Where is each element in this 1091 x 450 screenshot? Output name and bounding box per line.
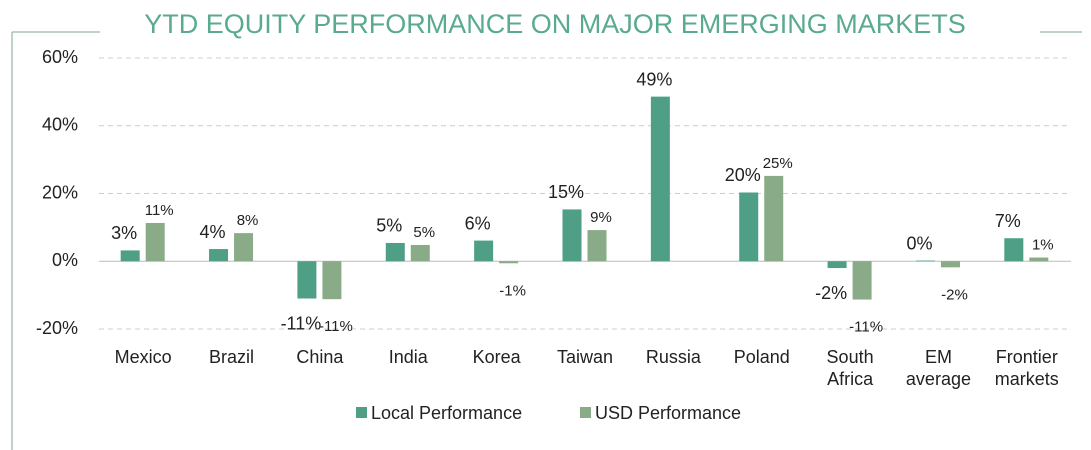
chart-title: YTD EQUITY PERFORMANCE ON MAJOR EMERGING… [144, 9, 966, 39]
bar [209, 249, 229, 262]
bar [499, 261, 519, 264]
bar [385, 242, 405, 262]
y-tick-label: 60% [42, 47, 78, 67]
data-label: 7% [995, 211, 1021, 231]
bar [474, 240, 494, 262]
data-label: 5% [376, 216, 402, 236]
data-label: -11% [319, 318, 353, 335]
legend-swatch [356, 407, 367, 418]
data-label: 20% [725, 165, 761, 185]
bar [297, 261, 317, 299]
data-label: -11% [281, 313, 322, 333]
bar [1029, 257, 1049, 262]
y-tick-label: -20% [36, 318, 78, 338]
data-label: 49% [636, 69, 672, 89]
data-label: 9% [590, 209, 612, 226]
bar [915, 260, 935, 262]
legend-swatch [580, 407, 591, 418]
bar [562, 209, 582, 262]
x-tick-label: Brazil [209, 347, 255, 367]
x-tick-label: EM average [905, 347, 971, 389]
data-label: 4% [200, 222, 226, 242]
x-tick-label: Frontier markets [994, 347, 1059, 389]
bar [410, 244, 430, 262]
legend-label: USD Performance [595, 403, 741, 423]
data-label: 1% [1032, 236, 1054, 253]
y-tick-label: 0% [52, 250, 78, 270]
bar [322, 261, 342, 300]
bar [234, 233, 254, 262]
data-label: 0% [906, 233, 932, 253]
data-label: -11% [849, 318, 883, 335]
legend-label: Local Performance [371, 403, 522, 423]
data-label: 6% [465, 213, 491, 233]
bar [852, 261, 872, 300]
x-tick-label: Taiwan [556, 347, 614, 367]
data-label: -2% [815, 283, 847, 303]
x-tick-label: Russia [645, 347, 701, 367]
bar [940, 261, 960, 268]
bar [120, 250, 140, 262]
bar [145, 222, 165, 262]
bar [587, 230, 607, 262]
x-tick-label: Korea [472, 347, 521, 367]
y-tick-label: 40% [42, 115, 78, 135]
bar [1004, 238, 1024, 262]
x-tick-label: India [388, 347, 428, 367]
y-tick-label: 20% [42, 182, 78, 202]
data-label: 11% [145, 202, 174, 219]
data-label: 5% [413, 224, 435, 241]
x-tick-label: South Africa [826, 347, 874, 389]
bar [827, 261, 847, 269]
data-label: 8% [237, 212, 259, 229]
data-label: 25% [763, 155, 793, 172]
x-tick-label: Poland [733, 347, 790, 367]
data-label: -2% [941, 286, 968, 303]
x-tick-label: Mexico [114, 347, 172, 367]
bar [650, 96, 670, 262]
data-label: -1% [499, 282, 526, 299]
data-label: 15% [548, 182, 584, 202]
data-label: 3% [111, 223, 137, 243]
bar [764, 175, 784, 262]
bar [739, 192, 759, 262]
x-tick-label: China [296, 347, 344, 367]
